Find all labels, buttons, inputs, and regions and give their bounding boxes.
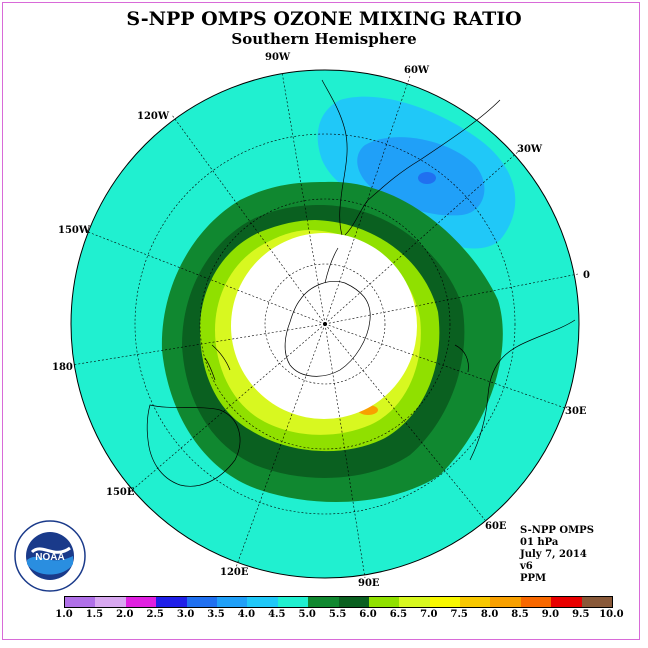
meridian-150e [129, 323, 326, 493]
color-scale-swatch [216, 597, 248, 607]
color-scale-swatch [460, 597, 491, 607]
color-scale-tick-label: 4.5 [268, 609, 286, 620]
lon-label-120e: 120E [220, 567, 249, 578]
color-scale-swatch [95, 597, 126, 607]
color-scale-tick-label: 1.5 [85, 609, 104, 620]
color-scale-tick-label: 2.0 [116, 609, 134, 620]
south-pole-dot [323, 322, 327, 326]
info-date: July 7, 2014 [520, 549, 587, 560]
color-scale-tick-label: 9.5 [572, 609, 590, 620]
info-version: v6 [520, 561, 533, 572]
color-scale-swatch [156, 597, 187, 607]
lon-label-180: 180 [52, 362, 73, 373]
meridian-120w [171, 114, 326, 325]
meridian-180 [71, 323, 326, 366]
info-block: S-NPP OMPS 01 hPa July 7, 2014 v6 PPM [520, 525, 594, 585]
color-scale-tick-label: 3.0 [176, 609, 195, 620]
lon-label-0: 0 [583, 270, 590, 281]
new-zealand-coast [204, 344, 231, 381]
color-scale-tick-label: 5.0 [298, 609, 316, 620]
color-scale-tick-label: 2.5 [146, 609, 164, 620]
color-scale-tick-label: 7.5 [450, 609, 468, 620]
map-subtitle: Southern Hemisphere [231, 30, 417, 48]
color-scale-bar [64, 596, 614, 608]
color-scale-tick-label: 7.0 [420, 609, 438, 620]
color-scale-tick-label: 10.0 [599, 609, 624, 620]
antarctic-peninsula [324, 247, 339, 284]
lon-label-30e: 30E [565, 406, 587, 417]
lon-label-90e: 90E [358, 578, 380, 589]
ozone-field [71, 70, 579, 578]
meridian-90w [281, 71, 326, 325]
latitude-circle [264, 263, 386, 385]
color-scale-swatch [125, 597, 157, 607]
color-scale-tick-label: 3.5 [207, 609, 225, 620]
color-scale-swatch [581, 597, 613, 607]
color-scale-swatch [399, 597, 430, 607]
lon-label-60e: 60E [485, 521, 507, 532]
color-scale-swatch [247, 597, 278, 607]
color-scale-swatch [551, 597, 582, 607]
ozone-low-3-5 [418, 172, 436, 184]
lon-label-90w: 90W [265, 52, 291, 63]
lon-label-60w: 60W [404, 65, 430, 76]
noaa-logo: NOAA [14, 520, 86, 592]
color-scale-swatch [490, 597, 521, 607]
polar-night-no-data [231, 233, 417, 419]
color-scale-swatch [429, 597, 461, 607]
color-scale-ticks: 1.0 1.5 2.0 2.5 3.0 3.5 4.0 4.5 5.0 5.5 6.0 6.5 7.0 7… [55, 609, 623, 623]
logo-bird [30, 546, 71, 554]
color-scale-tick-label: 1.0 [55, 609, 73, 620]
southern-africa-tip [454, 344, 469, 373]
info-instrument: S-NPP OMPS [520, 525, 594, 536]
australia-coast [146, 404, 241, 487]
logo-wave [27, 556, 73, 575]
meridian-30w [324, 149, 521, 325]
africa-coast [469, 319, 576, 461]
figure-frame [2, 2, 640, 640]
lon-label-30w: 30W [517, 144, 543, 155]
lon-label-150w: 150W [58, 225, 91, 236]
logo-text: NOAA [35, 552, 64, 563]
coastlines [146, 79, 576, 487]
color-scale-swatch [338, 597, 369, 607]
color-scale-swatch [520, 597, 552, 607]
info-level: 01 hPa [520, 537, 559, 548]
color-scale-swatch [308, 597, 339, 607]
meridian-0 [324, 273, 579, 325]
lon-label-150e: 150E [106, 487, 135, 498]
latitude-circle [134, 133, 516, 515]
info-units: PPM [520, 573, 547, 584]
map-title: S-NPP OMPS OZONE MIXING RATIO [126, 8, 522, 30]
color-scale-tick-label: 8.0 [480, 609, 499, 620]
map-boundary [70, 69, 580, 579]
color-scale-swatch [65, 597, 96, 607]
color-scale-tick-label: 4.0 [237, 609, 256, 620]
meridian-90e [324, 323, 366, 579]
latitude-circle [199, 198, 451, 450]
antarctica-coast [284, 281, 371, 377]
south-america-coast [321, 79, 501, 236]
color-scale-tick-label: 8.5 [511, 609, 529, 620]
lon-label-120w: 120W [137, 111, 170, 122]
color-scale-swatch [186, 597, 217, 607]
graticule [71, 71, 579, 579]
color-scale-tick-label: 9.0 [541, 609, 560, 620]
color-scale-swatch [277, 597, 309, 607]
color-scale-tick-label: 5.5 [328, 609, 347, 620]
color-scale-swatch [368, 597, 400, 607]
color-scale-tick-label: 6.5 [389, 609, 408, 620]
color-scale-tick-label: 6.0 [359, 609, 377, 620]
